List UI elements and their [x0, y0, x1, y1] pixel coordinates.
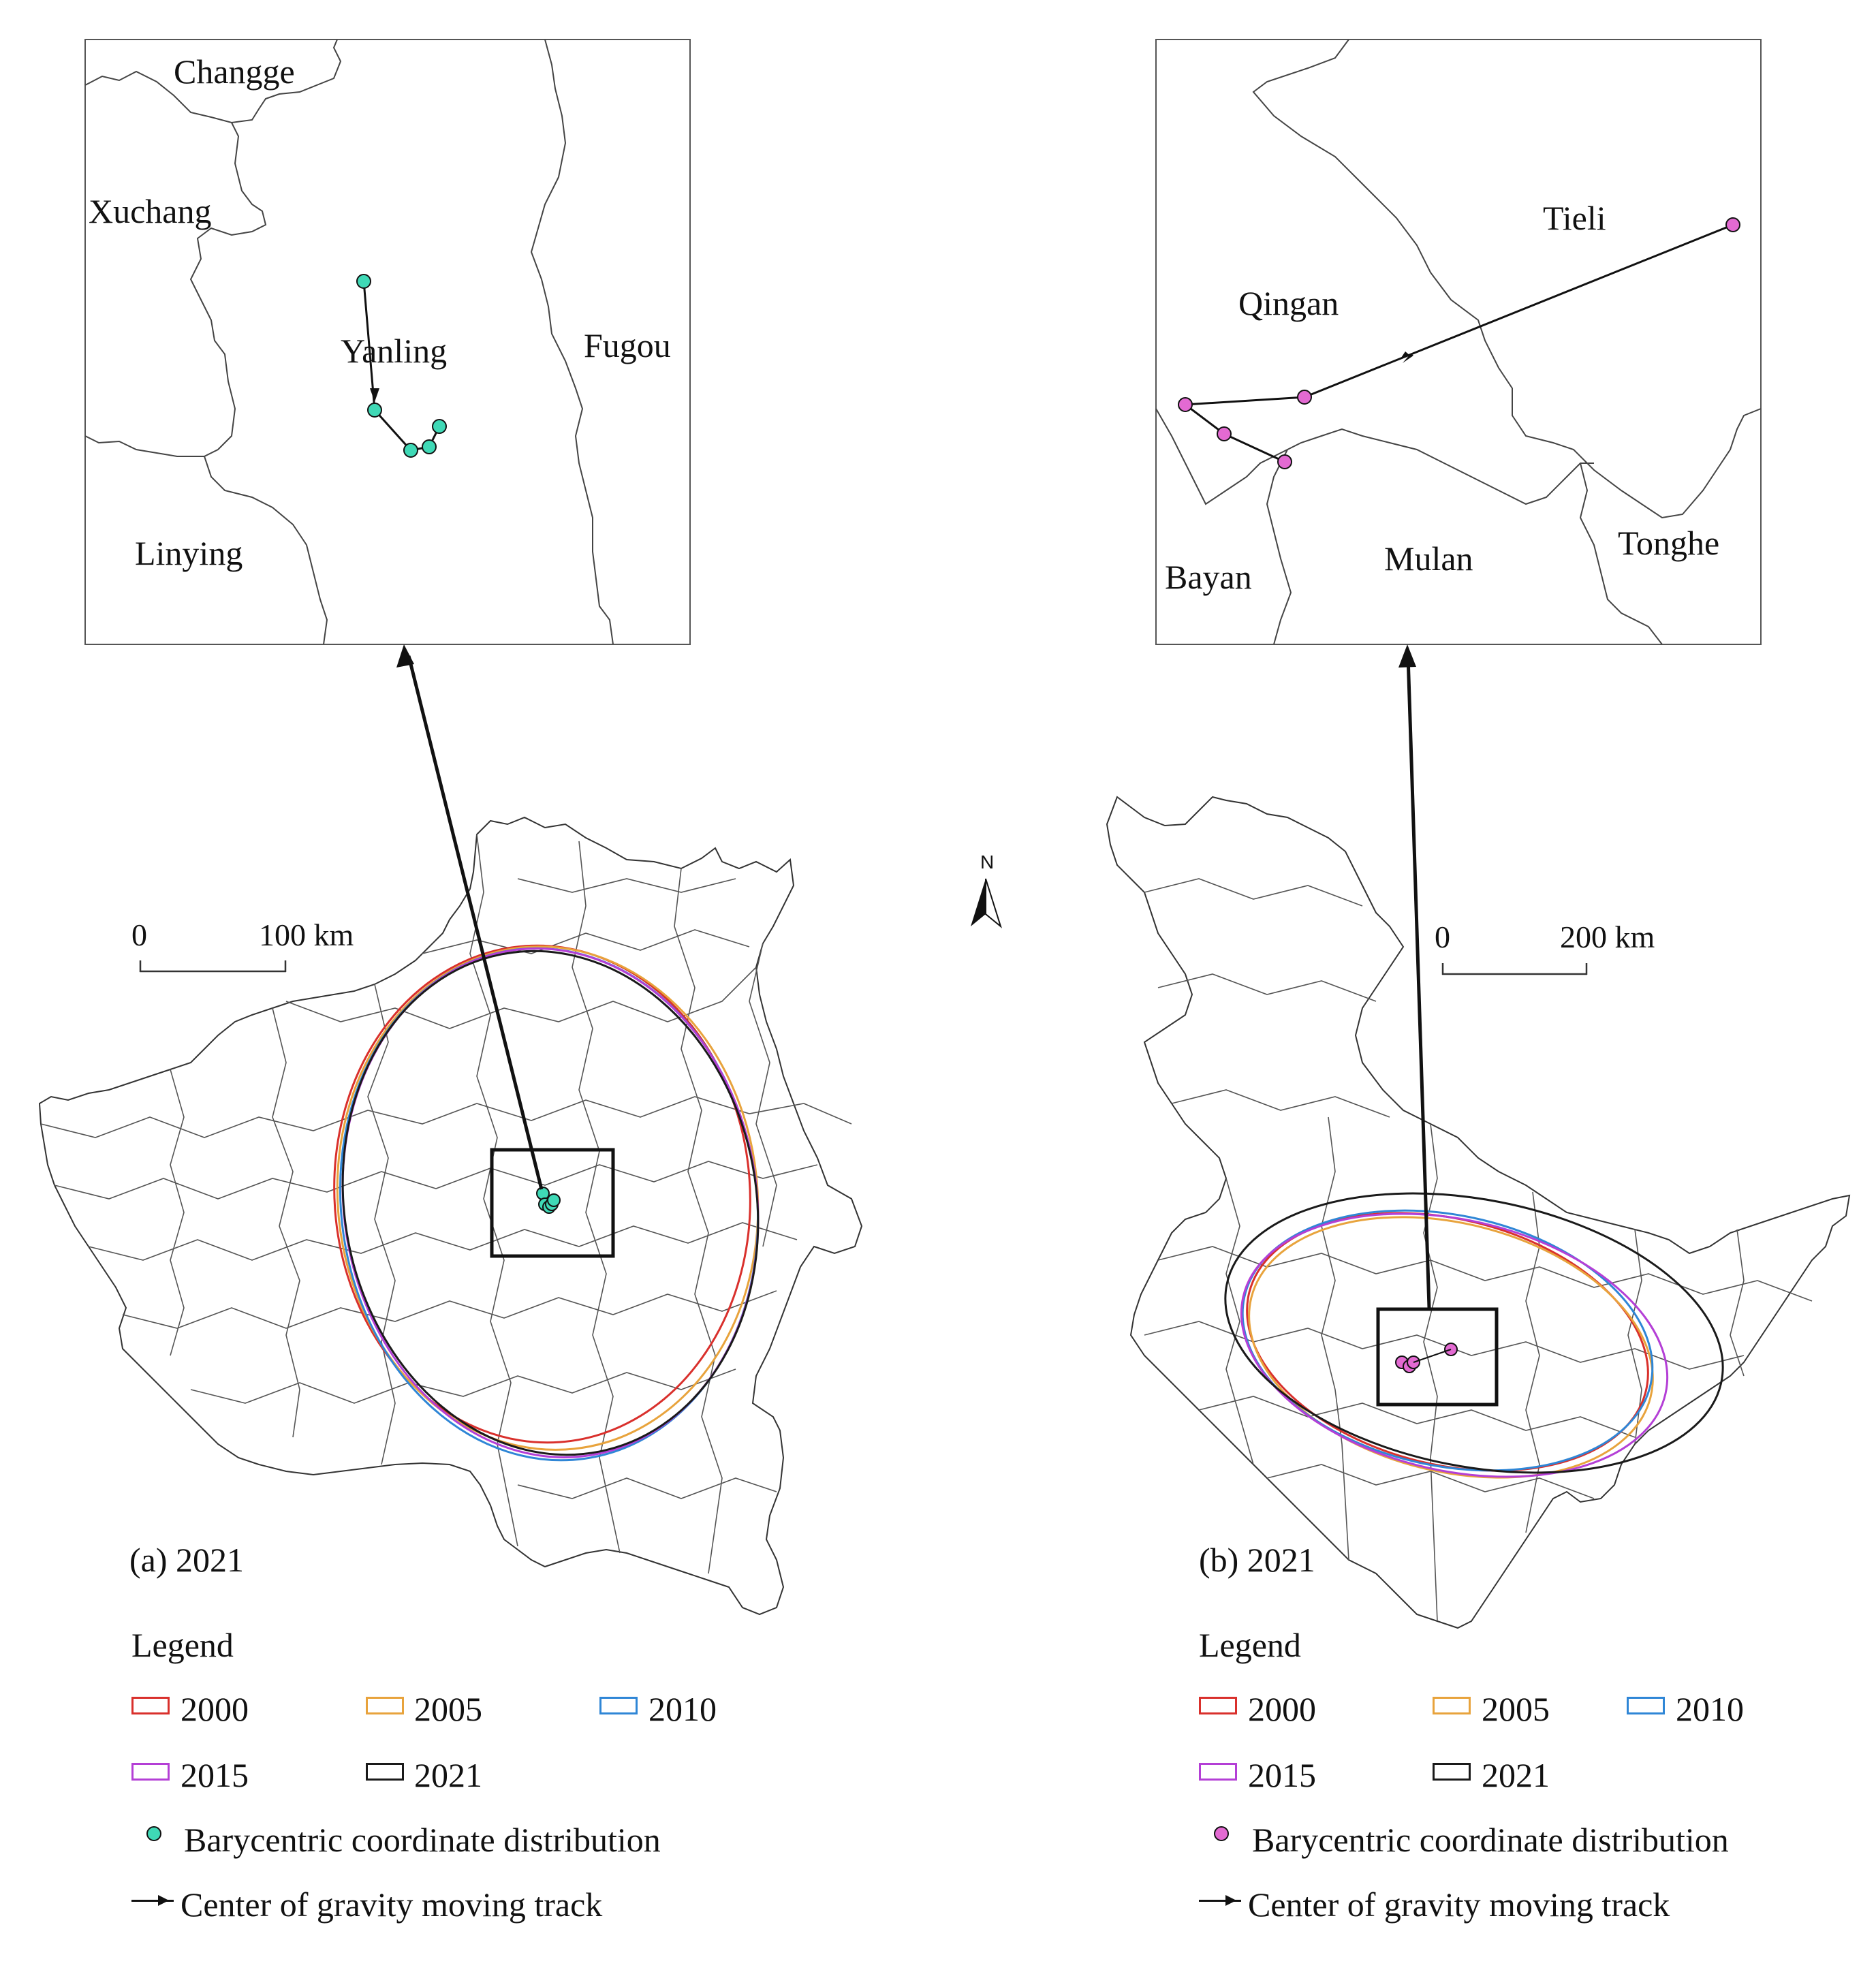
- legend-label-2000: 2000: [1248, 1690, 1316, 1728]
- scale-bar-a-zero: 0: [131, 918, 147, 952]
- place-label-changge: Changge: [174, 52, 295, 91]
- north-arrow-icon: [971, 878, 1002, 928]
- legend-label-2005: 2005: [1482, 1690, 1550, 1728]
- legend-track-line: [1199, 1900, 1241, 1902]
- place-label-linying: Linying: [135, 534, 243, 572]
- legend-swatch-2021: [1433, 1763, 1471, 1781]
- legend-track-arrow-icon: [1225, 1895, 1236, 1906]
- legend-track-line: [131, 1900, 174, 1902]
- main-map-b: [1106, 644, 1851, 1629]
- place-label-yanling: Yanling: [341, 332, 448, 370]
- place-label-mulan: Mulan: [1384, 539, 1473, 578]
- legend-swatch-2015: [1199, 1763, 1237, 1781]
- legend-label-2015: 2015: [1248, 1756, 1316, 1794]
- legend-swatch-2010: [1627, 1697, 1665, 1714]
- legend-label-2010: 2010: [1676, 1690, 1744, 1728]
- place-label-xuchang: Xuchang: [89, 192, 212, 230]
- legend-point-icon: [146, 1826, 161, 1841]
- legend-swatch-2005: [1433, 1697, 1471, 1714]
- legend-swatch-2005: [366, 1697, 404, 1714]
- legend-label-2021: 2021: [1482, 1756, 1550, 1794]
- place-label-fugou: Fugou: [584, 326, 671, 364]
- inset-a: [84, 39, 691, 645]
- place-label-tieli: Tieli: [1543, 199, 1606, 237]
- legend-swatch-2000: [1199, 1697, 1237, 1714]
- place-label-bayan: Bayan: [1165, 558, 1252, 596]
- legend-point-label: Barycentric coordinate distribution: [184, 1821, 661, 1859]
- place-label-qingan: Qingan: [1238, 284, 1339, 322]
- legend-track-label: Center of gravity moving track: [1248, 1885, 1670, 1924]
- legend-swatch-2021: [366, 1763, 404, 1781]
- legend-label-2021: 2021: [414, 1756, 482, 1794]
- legend-point-label: Barycentric coordinate distribution: [1252, 1821, 1729, 1859]
- scale-bar-a-distance: 100 km: [259, 918, 354, 952]
- legend-point-icon: [1214, 1826, 1229, 1841]
- inset-b: [1155, 39, 1762, 645]
- scale-bar-b-zero: 0: [1435, 920, 1450, 954]
- legend-title-b: Legend: [1199, 1626, 1301, 1664]
- panel-caption-b: (b) 2021: [1199, 1541, 1315, 1579]
- legend-track-arrow-icon: [158, 1895, 169, 1906]
- legend-label-2010: 2010: [648, 1690, 717, 1728]
- legend-swatch-2010: [599, 1697, 638, 1714]
- legend-label-2000: 2000: [181, 1690, 249, 1728]
- legend-track-label: Center of gravity moving track: [181, 1885, 603, 1924]
- scale-bar-b-distance: 200 km: [1560, 920, 1655, 954]
- place-label-tonghe: Tonghe: [1618, 524, 1720, 562]
- north-label: N: [980, 851, 995, 873]
- legend-label-2015: 2015: [181, 1756, 249, 1794]
- legend-swatch-2015: [131, 1763, 170, 1781]
- legend-label-2005: 2005: [414, 1690, 482, 1728]
- legend-title-a: Legend: [131, 1626, 234, 1664]
- legend-swatch-2000: [131, 1697, 170, 1714]
- panel-caption-a: (a) 2021: [129, 1541, 244, 1579]
- main-map-a: [38, 644, 863, 1616]
